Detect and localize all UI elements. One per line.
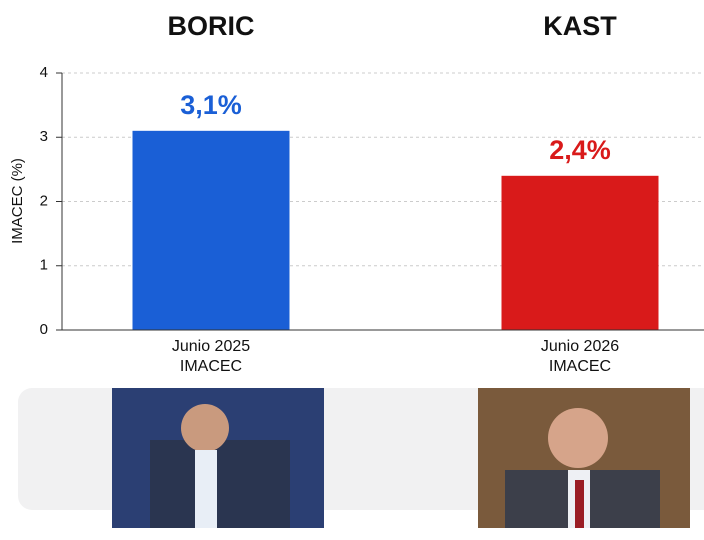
y-tick-label: 3 <box>40 128 48 145</box>
y-tick-label: 2 <box>40 192 48 209</box>
value-label: 3,1% <box>180 90 242 120</box>
x-tick-label: Junio 2026 <box>541 338 619 355</box>
bar <box>501 175 659 330</box>
value-label: 2,4% <box>549 135 611 165</box>
column-header: KAST <box>543 11 617 41</box>
y-tick-label: 0 <box>40 321 48 338</box>
x-tick-sublabel: IMACEC <box>549 358 611 375</box>
x-tick-label: Junio 2025 <box>172 338 250 355</box>
y-tick-label: 1 <box>40 257 48 274</box>
photo-boric <box>112 388 324 528</box>
photo-kast <box>478 388 690 528</box>
x-tick-sublabel: IMACEC <box>180 358 242 375</box>
y-tick-label: 4 <box>40 64 48 81</box>
y-axis-label: IMACEC (%) <box>9 158 26 244</box>
column-header: BORIC <box>168 11 255 41</box>
bar <box>132 130 290 330</box>
